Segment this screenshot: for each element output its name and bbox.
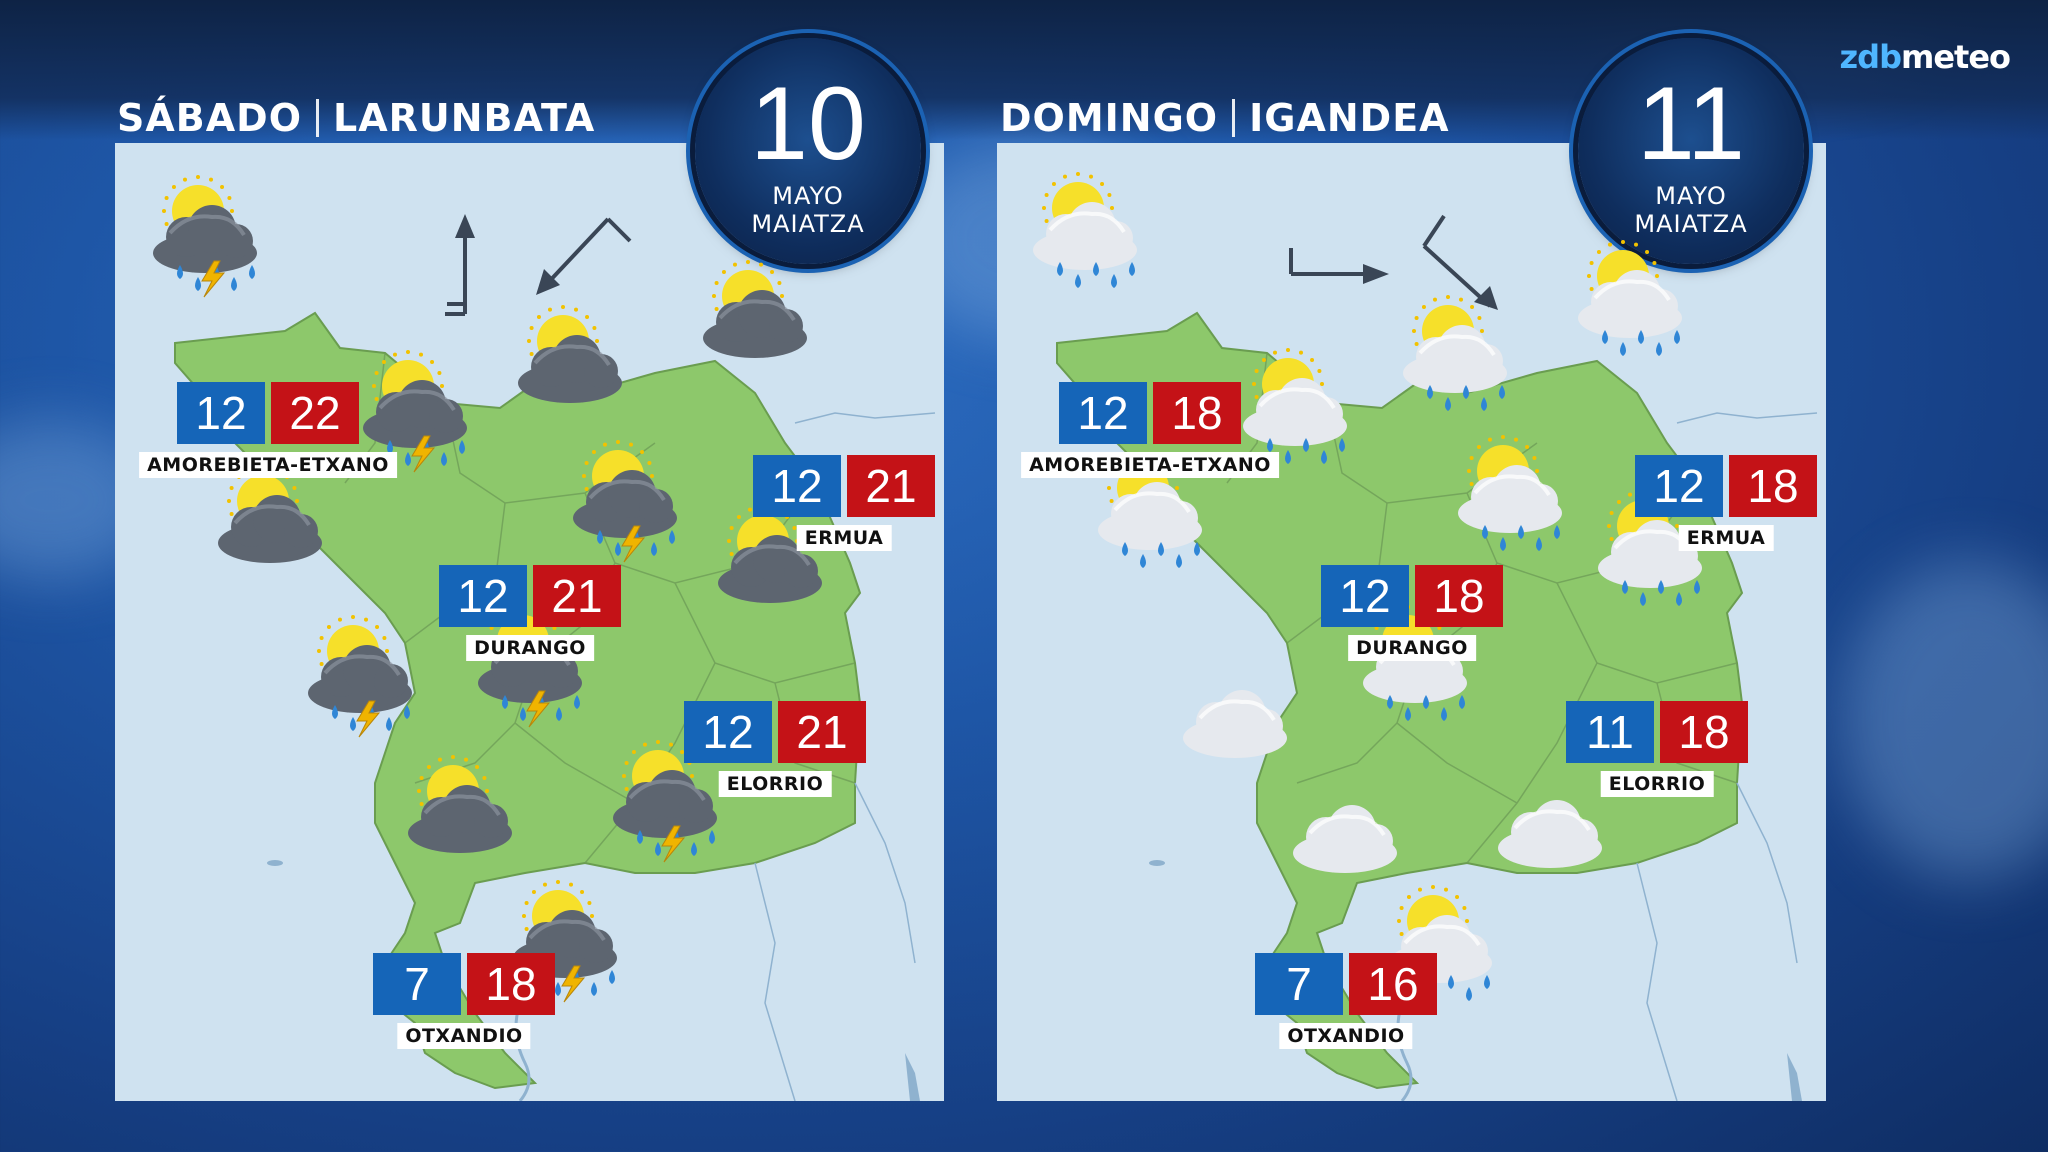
city-name: DURANGO	[466, 635, 594, 661]
cloud-icon	[1485, 770, 1615, 890]
sun-cloud-rain-icon	[1085, 452, 1215, 572]
date-badge: 10 MAYO MAIATZA	[695, 38, 921, 264]
month-eu: MAIATZA	[1634, 210, 1748, 238]
day-number: 10	[750, 66, 866, 182]
min-temp: 7	[373, 953, 461, 1015]
city-durango: 12 18 DURANGO	[1321, 565, 1503, 661]
sun-cloud-rain-icon	[1565, 240, 1695, 360]
city-elorrio: 12 21 ELORRIO	[684, 701, 866, 797]
city-amorebieta-etxano: 12 22 AMOREBIETA-ETXANO	[139, 382, 397, 478]
sun-cloud-rain-thunder-icon	[600, 740, 730, 863]
wind-arrow-north-icon	[445, 214, 475, 316]
city-otxandio: 7 18 OTXANDIO	[373, 953, 555, 1049]
wind-arrow-southeast-icon	[1422, 214, 1498, 310]
title-separator	[1232, 99, 1236, 137]
sun-cloud-rain-thunder-icon	[350, 350, 480, 473]
month-eu: MAIATZA	[751, 210, 865, 238]
max-temp: 16	[1349, 953, 1437, 1015]
background-cloud	[1840, 560, 2048, 880]
day-title: DOMINGO IGANDEA	[1000, 96, 1450, 140]
sun-cloud-icon	[395, 755, 525, 875]
min-temp: 11	[1566, 701, 1654, 763]
sun-cloud-rain-icon	[1230, 348, 1360, 468]
city-name: OTXANDIO	[1279, 1023, 1413, 1049]
city-name: ERMUA	[1678, 525, 1774, 551]
city-elorrio: 11 18 ELORRIO	[1566, 701, 1748, 797]
sun-cloud-icon	[205, 465, 335, 585]
min-temp: 7	[1255, 953, 1343, 1015]
sun-cloud-rain-thunder-icon	[500, 880, 630, 1003]
day-title: SÁBADO LARUNBATA	[117, 96, 596, 140]
max-temp: 21	[847, 455, 935, 517]
city-name: ERMUA	[796, 525, 892, 551]
city-ermua: 12 21 ERMUA	[753, 455, 935, 551]
sun-cloud-icon	[505, 305, 635, 425]
city-amorebieta-etxano: 12 18 AMOREBIETA-ETXANO	[1021, 382, 1279, 478]
sun-cloud-rain-thunder-icon	[560, 440, 690, 563]
sun-cloud-icon	[705, 505, 835, 625]
sun-cloud-rain-icon	[1445, 435, 1575, 555]
max-temp: 18	[1729, 455, 1817, 517]
wind-arrow-east-icon	[1289, 248, 1389, 284]
sun-cloud-rain-thunder-icon	[295, 615, 425, 738]
min-temp: 12	[439, 565, 527, 627]
city-name: OTXANDIO	[397, 1023, 531, 1049]
sun-cloud-rain-icon	[1390, 295, 1520, 415]
city-otxandio: 7 16 OTXANDIO	[1255, 953, 1437, 1049]
city-ermua: 12 18 ERMUA	[1635, 455, 1817, 551]
zdbmeteo-logo: zdbmeteo	[1839, 38, 2011, 76]
sun-cloud-icon	[690, 260, 820, 380]
max-temp: 21	[533, 565, 621, 627]
city-name: AMOREBIETA-ETXANO	[1021, 452, 1279, 478]
max-temp: 21	[778, 701, 866, 763]
month-es: MAYO	[772, 182, 844, 210]
min-temp: 12	[177, 382, 265, 444]
date-badge: 11 MAYO MAIATZA	[1578, 38, 1804, 264]
day-number: 11	[1637, 66, 1745, 182]
city-durango: 12 21 DURANGO	[439, 565, 621, 661]
max-temp: 18	[467, 953, 555, 1015]
max-temp: 18	[1660, 701, 1748, 763]
min-temp: 12	[1635, 455, 1723, 517]
min-temp: 12	[684, 701, 772, 763]
max-temp: 18	[1153, 382, 1241, 444]
wind-arrow-southwest-icon	[536, 217, 632, 295]
min-temp: 12	[1321, 565, 1409, 627]
city-name: DURANGO	[1348, 635, 1476, 661]
cloud-icon	[1170, 660, 1300, 780]
max-temp: 22	[271, 382, 359, 444]
min-temp: 12	[753, 455, 841, 517]
title-separator	[316, 99, 319, 137]
sun-cloud-rain-thunder-icon	[140, 175, 270, 298]
city-name: AMOREBIETA-ETXANO	[139, 452, 397, 478]
month-es: MAYO	[1655, 182, 1727, 210]
city-name: ELORRIO	[718, 771, 832, 797]
cloud-icon	[1280, 775, 1410, 895]
sun-cloud-rain-icon	[1020, 172, 1150, 292]
min-temp: 12	[1059, 382, 1147, 444]
city-name: ELORRIO	[1600, 771, 1714, 797]
max-temp: 18	[1415, 565, 1503, 627]
